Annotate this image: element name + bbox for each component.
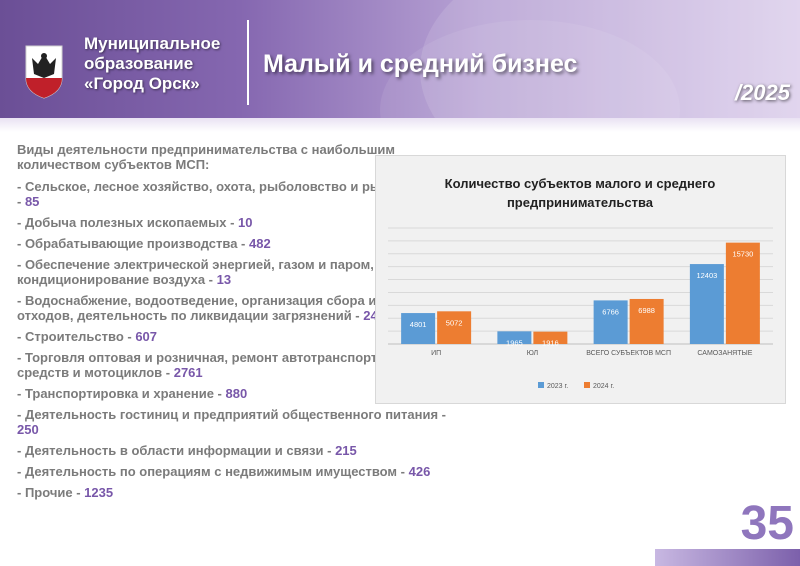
item-label: - Транспортировка и хранение - [17, 386, 226, 401]
bar [437, 311, 472, 344]
organization-name: Муниципальное образование «Город Орск» [84, 34, 244, 94]
chart-category-labels: ИП ЮЛ ВСЕГО СУБЪЕКТОВ МСП САМОЗАНЯТЫЕ [431, 350, 753, 357]
header-divider [247, 20, 249, 105]
category-label: ЮЛ [527, 350, 539, 357]
coat-of-arms-icon [25, 45, 63, 99]
bar [533, 331, 568, 344]
item-label: - Деятельность по операциям с недвижимым… [17, 464, 409, 479]
bar-value-label: 12403 [696, 271, 717, 280]
item-label: - Деятельность гостиниц и предприятий об… [17, 407, 446, 422]
bar [497, 331, 532, 344]
list-item: - Прочие - 1235 [17, 485, 457, 500]
legend-label: 2023 г. [547, 383, 568, 390]
list-item: - Деятельность в области информации и св… [17, 443, 457, 458]
list-item: - Деятельность по операциям с недвижимым… [17, 464, 457, 479]
org-name-line: Муниципальное [84, 34, 221, 53]
chart-title-line: Количество субъектов малого и среднего [445, 176, 716, 191]
item-value: 426 [408, 464, 431, 479]
item-label: - Деятельность в области информации и св… [17, 443, 336, 458]
item-label: - Добыча полезных ископаемых - [17, 215, 239, 230]
chart-bars: 4801 5072 1965 1916 6766 6988 12403 15730 [401, 242, 760, 348]
item-value: 1235 [84, 485, 114, 500]
chart-legend: 2023 г. 2024 г. [538, 382, 614, 390]
list-item: - Обрабатывающие производства - 482 [17, 236, 457, 251]
item-value: 2761 [173, 365, 203, 380]
footer-bar [655, 549, 800, 566]
item-label: - Торговля оптовая и розничная, ремонт а… [17, 350, 404, 380]
item-label: - Прочие - [17, 485, 85, 500]
bar-value-label: 6766 [602, 307, 619, 316]
bar [689, 264, 724, 344]
list-item: - Обеспечение электрической энергией, га… [17, 257, 457, 287]
item-value: 482 [249, 236, 271, 251]
list-item: - Транспортировка и хранение - 880 [17, 386, 457, 401]
item-value: 607 [135, 329, 158, 344]
activity-list: Виды деятельности предпринимательства с … [17, 142, 457, 506]
bar-value-label: 1965 [506, 338, 523, 347]
bar-value-label: 4801 [410, 320, 427, 329]
item-value: 215 [335, 443, 357, 458]
legend-label: 2024 г. [593, 383, 614, 390]
chart-container: Количество субъектов малого и среднего п… [375, 155, 786, 404]
legend-swatch [584, 382, 590, 388]
item-value: 13 [216, 272, 232, 287]
list-item: - Водоснабжение, водоотведение, организа… [17, 293, 457, 323]
bar [593, 300, 628, 344]
category-label: ВСЕГО СУБЪЕКТОВ МСП [586, 350, 671, 357]
chart-title-line: предпринимательства [507, 195, 654, 210]
header-banner [0, 0, 800, 200]
header-strip [0, 118, 800, 132]
org-name-line: «Город Орск» [84, 74, 200, 93]
bar-value-label: 6988 [638, 306, 655, 315]
page-title: Малый и средний бизнес [263, 50, 578, 78]
bar-value-label: 1916 [542, 339, 559, 348]
item-label: - Обрабатывающие производства - [17, 236, 249, 251]
item-value: 250 [17, 422, 39, 437]
item-label: - Строительство - [17, 329, 136, 344]
list-item: - Добыча полезных ископаемых - 10 [17, 215, 457, 230]
category-label: ИП [431, 350, 441, 357]
bar-value-label: 5072 [446, 318, 463, 327]
item-value: 880 [225, 386, 248, 401]
legend-swatch [538, 382, 544, 388]
list-item: - Торговля оптовая и розничная, ремонт а… [17, 350, 457, 380]
list-item: - Сельское, лесное хозяйство, охота, рыб… [17, 179, 457, 209]
bar-chart: Количество субъектов малого и среднего п… [388, 176, 773, 390]
item-value: 24 [363, 308, 378, 323]
list-item: - Деятельность гостиниц и предприятий об… [17, 407, 457, 437]
bar [401, 313, 436, 344]
page-number: 35 [740, 497, 794, 550]
list-item: - Строительство - 607 [17, 329, 457, 344]
category-label: САМОЗАНЯТЫЕ [697, 350, 752, 357]
year-label: /2025 [734, 80, 790, 105]
bar [629, 298, 664, 344]
activity-intro: Виды деятельности предпринимательства с … [17, 142, 396, 172]
item-value: 85 [24, 194, 40, 209]
item-label: - Обеспечение электрической энергией, га… [17, 257, 374, 287]
item-value: 10 [238, 215, 253, 230]
org-name-line: образование [84, 54, 194, 73]
item-label: - Сельское, лесное хозяйство, охота, рыб… [17, 179, 451, 209]
item-label: - Водоснабжение, водоотведение, организа… [17, 293, 456, 323]
bar-value-label: 15730 [732, 250, 753, 259]
bar [725, 242, 760, 344]
